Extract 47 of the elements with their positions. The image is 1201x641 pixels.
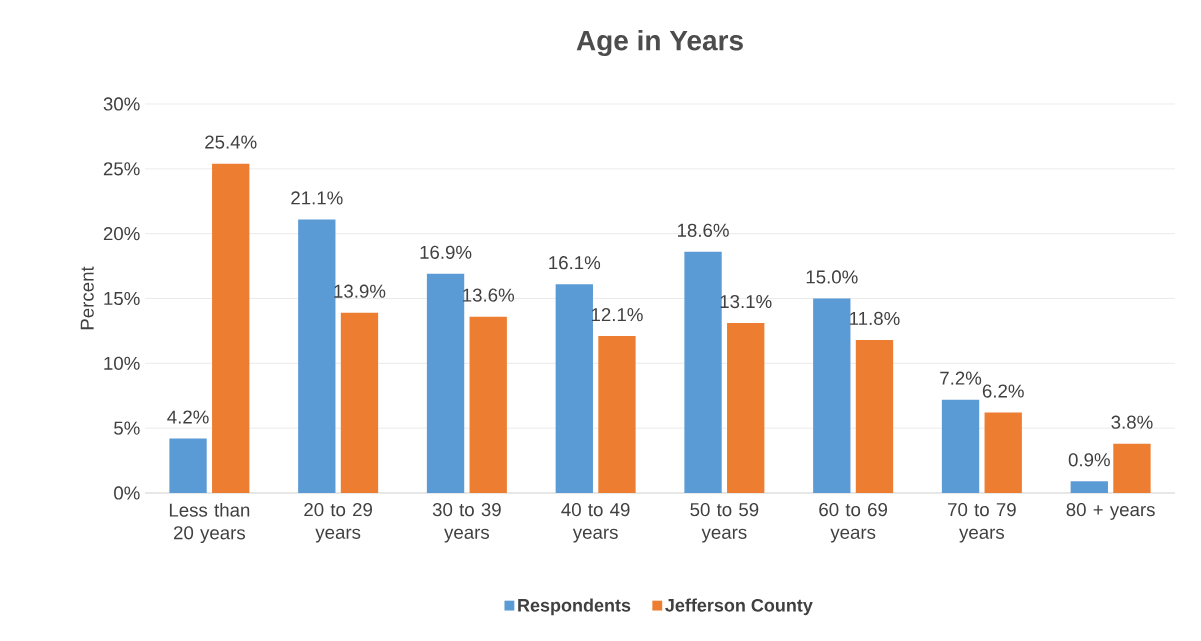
bar (555, 284, 593, 493)
bar (298, 219, 336, 493)
x-tick-label: 70 to 79 years (948, 503, 1016, 543)
bar (855, 339, 894, 493)
y-axis-title: Percent (80, 266, 94, 330)
x-tick-label: 20 to 29 years (304, 503, 372, 543)
y-tick-label: 25% (103, 162, 140, 176)
bar (813, 298, 851, 493)
data-label: 11.8% (850, 311, 900, 326)
bar (426, 273, 465, 493)
y-tick-label: 20% (103, 227, 140, 241)
data-label: 4.2% (167, 410, 209, 424)
x-tick-label: 60 to 69 years (819, 503, 887, 543)
data-label: 3.8% (1111, 415, 1153, 429)
bar (941, 399, 980, 493)
data-label: 25.4% (205, 135, 257, 149)
data-label: 15.0% (806, 270, 858, 284)
data-label: 7.2% (940, 371, 982, 385)
y-tick-label: 0% (114, 486, 140, 500)
data-label: 21.1% (291, 191, 343, 205)
y-tick-label: 30% (103, 97, 140, 111)
bar (169, 438, 207, 493)
y-tick-label: 10% (104, 356, 140, 370)
data-label: 16.1% (549, 256, 601, 270)
y-tick-label: 15% (104, 291, 140, 306)
bar (340, 312, 379, 493)
bar (469, 316, 507, 493)
data-label: 16.9% (420, 245, 472, 259)
bar (684, 251, 722, 493)
x-tick-label: 50 to 59 years (690, 503, 759, 543)
bar (1070, 481, 1108, 493)
bar (984, 412, 1022, 493)
chart-title: Age in Years (576, 29, 743, 57)
x-tick-label: 30 to 39 years (432, 503, 501, 543)
legend-label: Jefferson County (665, 598, 813, 616)
legend-label: Respondents (518, 598, 631, 616)
data-label: 6.2% (982, 384, 1024, 398)
y-tick-label: 5% (114, 421, 140, 435)
bar (1113, 443, 1151, 493)
data-label: 18.6% (678, 223, 729, 237)
bar (598, 336, 636, 493)
data-label: 0.9% (1068, 453, 1110, 467)
bar (727, 323, 765, 493)
x-tick-label: Less than 20 years (169, 503, 250, 544)
bar (212, 163, 250, 493)
x-tick-label: 40 to 49 years (561, 503, 630, 543)
x-tick-label: 80 + years (1066, 503, 1155, 520)
